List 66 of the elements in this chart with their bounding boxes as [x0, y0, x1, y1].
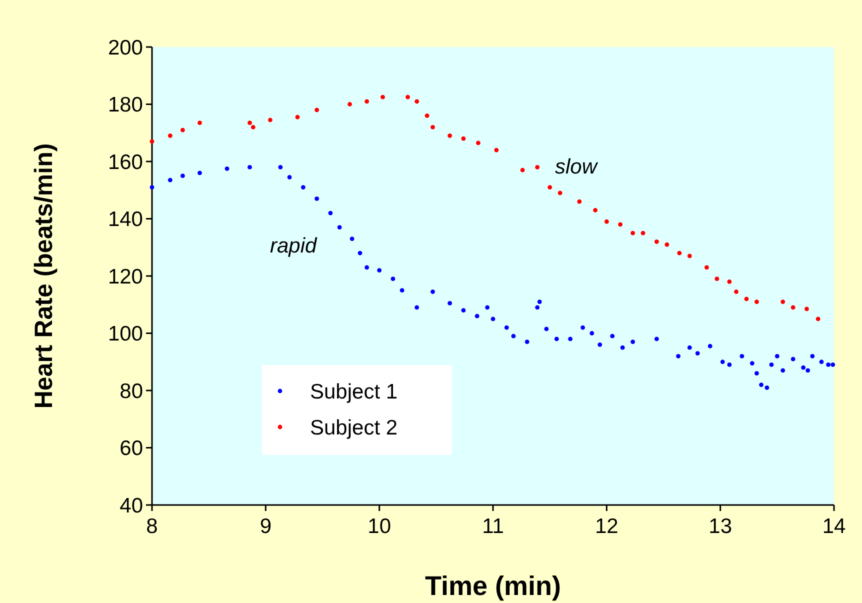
point: [604, 219, 609, 224]
point: [804, 306, 809, 312]
point: [448, 134, 452, 138]
point: [406, 94, 410, 100]
point: [250, 124, 256, 130]
y-tick-label: 120: [108, 265, 143, 288]
y-tick-label: 200: [108, 36, 143, 60]
y-tick-label: 140: [108, 208, 143, 232]
point: [150, 139, 154, 144]
point: [677, 250, 682, 256]
legend-label: Subject 1: [310, 380, 398, 404]
y-axis-title: Heart Rate (beats/min): [30, 143, 58, 409]
y-tick-label: 100: [108, 322, 143, 346]
point: [816, 316, 820, 322]
x-tick-label: 8: [146, 515, 158, 538]
point: [654, 239, 659, 244]
point: [295, 114, 300, 120]
point: [734, 290, 738, 294]
point: [476, 140, 480, 146]
point: [268, 118, 272, 122]
point: [314, 108, 320, 112]
point: [744, 296, 749, 302]
point: [168, 134, 172, 138]
point: [618, 222, 623, 227]
point: [593, 208, 598, 212]
point: [348, 102, 352, 106]
point: [687, 254, 692, 258]
point: [494, 148, 499, 152]
point: [558, 190, 562, 196]
point: [640, 230, 646, 236]
point: [630, 230, 636, 236]
x-axis-title: Time (min): [424, 571, 562, 601]
point: [364, 99, 370, 104]
y-tick-label: 60: [120, 437, 143, 460]
x-tick-label: 14: [822, 515, 846, 538]
legend-label: Subject 2: [310, 416, 398, 440]
annotation: rapid: [270, 234, 318, 258]
x-tick-label: 12: [594, 515, 618, 538]
x-tick-label: 9: [260, 515, 272, 538]
point: [430, 124, 435, 130]
point: [198, 120, 202, 126]
point: [520, 168, 525, 172]
point: [664, 242, 670, 247]
x-tick-label: 13: [708, 515, 732, 538]
point: [790, 305, 796, 310]
y-tick-label: 80: [120, 380, 143, 403]
y-tick-label: 40: [120, 494, 143, 518]
point: [535, 165, 540, 170]
point: [424, 114, 430, 118]
point: [380, 94, 385, 100]
point: [754, 300, 759, 304]
annotation: slow: [555, 155, 599, 178]
point: [461, 136, 466, 141]
point: [704, 265, 709, 270]
point: [248, 120, 252, 126]
point: [414, 99, 420, 104]
point: [727, 280, 732, 284]
point: [548, 185, 552, 190]
point: [180, 128, 185, 132]
point: [577, 199, 582, 204]
point: [714, 276, 720, 282]
y-tick-label: 180: [108, 94, 143, 117]
point: [780, 300, 786, 304]
x-tick-label: 10: [368, 515, 392, 538]
x-tick-label: 11: [482, 515, 504, 538]
y-tick-label: 160: [108, 150, 143, 174]
